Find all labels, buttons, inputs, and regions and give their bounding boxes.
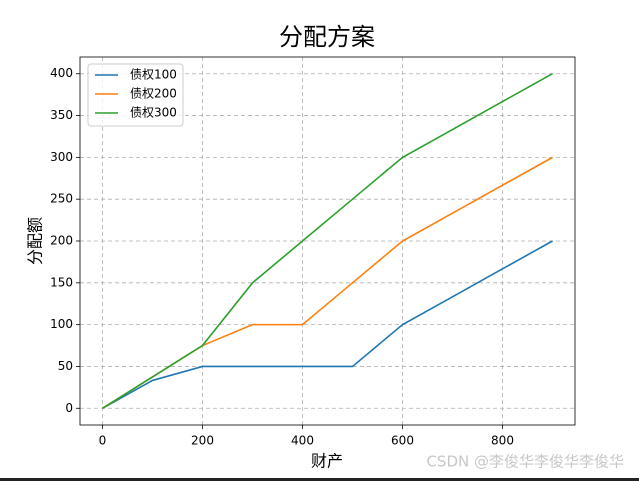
y-tick-label: 100 bbox=[50, 317, 73, 331]
legend-label: 债权300 bbox=[130, 106, 177, 120]
legend-label: 债权100 bbox=[130, 68, 177, 82]
x-tick-label: 0 bbox=[99, 434, 107, 448]
x-tick-label: 600 bbox=[391, 434, 414, 448]
y-tick-label: 300 bbox=[50, 150, 73, 164]
y-tick-label: 200 bbox=[50, 234, 73, 248]
y-tick-label: 50 bbox=[58, 359, 73, 373]
x-tick-label: 800 bbox=[491, 434, 514, 448]
y-tick-label: 0 bbox=[65, 401, 73, 415]
bottom-bar bbox=[0, 478, 639, 481]
watermark: CSDN @李俊华李俊华李俊华 bbox=[426, 453, 624, 471]
series-line bbox=[102, 240, 553, 409]
x-axis-label: 财产 bbox=[311, 452, 343, 471]
x-tick-label: 200 bbox=[191, 434, 214, 448]
y-axis-label: 分配额 bbox=[26, 217, 45, 265]
y-tick-label: 400 bbox=[50, 66, 73, 80]
series-line bbox=[102, 73, 553, 409]
chart-title: 分配方案 bbox=[279, 23, 375, 51]
plot-frame bbox=[79, 56, 576, 426]
y-tick-label: 350 bbox=[50, 108, 73, 122]
y-tick-label: 150 bbox=[50, 275, 73, 289]
x-tick-label: 400 bbox=[291, 434, 314, 448]
legend-label: 债权200 bbox=[130, 87, 177, 101]
legend-box bbox=[87, 63, 184, 127]
y-tick-label: 250 bbox=[50, 192, 73, 206]
